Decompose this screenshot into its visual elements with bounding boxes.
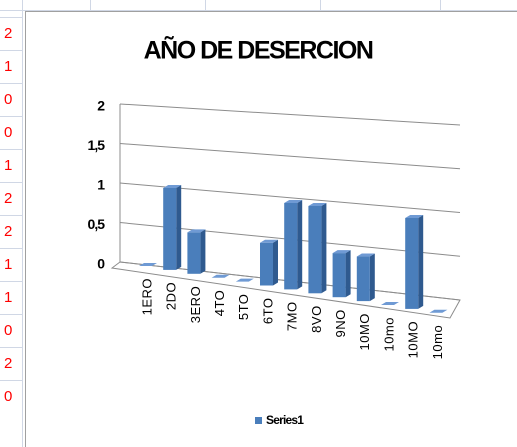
bar	[187, 232, 201, 274]
x-tick-label: 4TO	[212, 290, 227, 317]
bar-side	[200, 229, 206, 274]
legend-swatch	[255, 417, 262, 424]
y-tick-label: 1	[97, 177, 105, 193]
bar	[163, 188, 177, 270]
grid-line	[119, 143, 461, 170]
bar-top	[211, 274, 230, 278]
bar-side	[273, 239, 278, 286]
x-tick-label: 7MO	[285, 301, 300, 331]
bar-top	[308, 203, 327, 206]
cell-value: 0	[4, 388, 12, 405]
bar-top	[405, 215, 424, 218]
x-tick-label: 3ERO	[188, 286, 203, 323]
bar-top	[187, 229, 206, 233]
bar-side	[418, 215, 424, 309]
x-tick-label: 10mo	[430, 325, 445, 360]
bar-side	[369, 253, 375, 302]
cell-value: 1	[4, 289, 12, 306]
legend-label: Series1	[266, 413, 304, 427]
bar	[260, 242, 273, 286]
x-tick-label: 10MO	[406, 321, 421, 358]
cell-value: 1	[4, 157, 12, 174]
bar	[405, 218, 419, 309]
cell-value: 2	[4, 190, 12, 207]
bar-top	[381, 302, 399, 305]
x-tick-label: 1ERO	[139, 278, 154, 315]
cell-value: 2	[4, 25, 12, 42]
bar	[308, 206, 322, 294]
y-tick-label: 1,5	[88, 137, 106, 153]
bar-side	[297, 200, 303, 290]
cell-value: 1	[4, 256, 12, 273]
cell-value: 2	[4, 223, 12, 240]
bar-top	[163, 185, 182, 188]
y-tick-label: 0,5	[88, 216, 106, 232]
bar	[332, 253, 346, 298]
bar-top	[356, 253, 375, 257]
x-tick-label: 2DO	[164, 282, 179, 310]
x-tick-label: 8VO	[309, 305, 324, 333]
grid-line	[119, 103, 461, 126]
bar-side	[321, 203, 327, 294]
bar-top	[284, 200, 303, 203]
y-tick-label: 0	[97, 256, 105, 272]
x-tick-label: 10MO	[357, 313, 372, 350]
bar-top	[260, 239, 278, 243]
x-tick-label: 9NO	[333, 309, 348, 337]
chart-title: AÑO DE DESERCION	[144, 35, 373, 65]
bar-top	[139, 263, 157, 266]
cell-value: 1	[4, 58, 12, 75]
bar-side	[176, 185, 182, 270]
bar-side	[345, 250, 351, 298]
bar	[356, 256, 370, 302]
bar-top	[332, 250, 351, 254]
cell-value: 0	[4, 322, 12, 339]
cell-value: 0	[4, 124, 12, 141]
x-tick-label: 5TO	[236, 294, 251, 321]
cell-value: 0	[4, 91, 12, 108]
bar-top	[235, 278, 254, 282]
chart-area	[25, 11, 517, 447]
x-tick-label: 10mo	[381, 317, 396, 352]
cell-value: 2	[4, 355, 12, 372]
y-tick-label: 2	[97, 98, 105, 114]
x-tick-label: 6TO	[260, 298, 275, 325]
bar	[284, 203, 298, 290]
bar-top	[429, 309, 448, 313]
